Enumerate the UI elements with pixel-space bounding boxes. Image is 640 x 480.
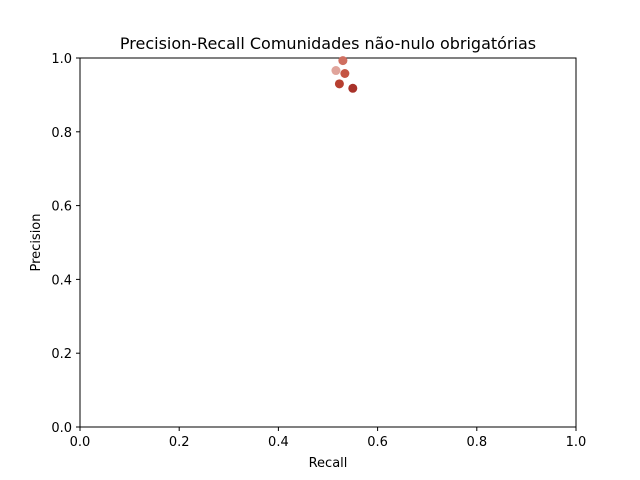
x-tick-label: 0.4 <box>268 435 289 450</box>
y-tick-label: 0.4 <box>51 273 72 288</box>
data-points <box>331 56 358 93</box>
plot-area <box>79 57 577 428</box>
y-axis: 0.0 0.2 0.4 0.6 0.8 1.0 <box>51 52 80 436</box>
data-point <box>331 66 341 76</box>
data-point <box>334 79 344 89</box>
x-tick-label: 0.2 <box>169 435 190 450</box>
x-tick-label: 0.6 <box>367 435 388 450</box>
x-tick-label: 0.8 <box>466 435 487 450</box>
y-axis-label: Precision <box>29 213 44 271</box>
y-tick-label: 0.8 <box>51 126 72 141</box>
y-tick-label: 0.0 <box>51 421 72 436</box>
x-axis: 0.0 0.2 0.4 0.6 0.8 1.0 <box>70 427 587 450</box>
y-tick-label: 0.2 <box>51 347 72 362</box>
chart-title: Precision-Recall Comunidades não-nulo ob… <box>120 34 536 53</box>
data-point <box>348 83 358 93</box>
y-tick-label: 0.6 <box>51 200 72 215</box>
x-axis-label: Recall <box>309 456 348 471</box>
data-point <box>338 56 348 66</box>
data-point <box>340 68 350 78</box>
x-tick-label: 1.0 <box>566 435 587 450</box>
y-tick-label: 1.0 <box>51 52 72 67</box>
x-tick-label: 0.0 <box>70 435 91 450</box>
